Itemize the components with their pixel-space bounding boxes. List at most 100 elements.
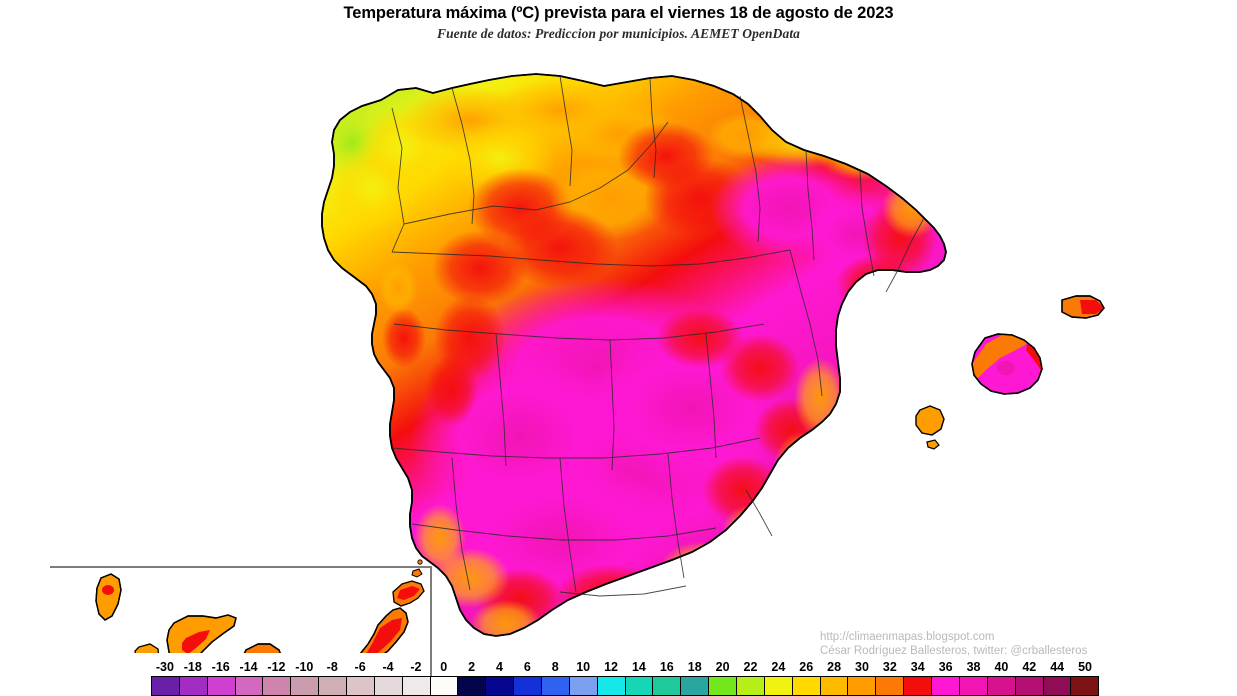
color-scale-tick-label: -12 xyxy=(267,660,286,674)
color-scale-swatch xyxy=(959,677,988,695)
balearic-islands-group xyxy=(915,295,1105,450)
credits-author: César Rodríguez Ballesteros, twitter: @c… xyxy=(820,645,1088,657)
island-la-palma-outline xyxy=(95,573,122,621)
canary-inset-frame-vertical xyxy=(430,566,432,688)
map-svg xyxy=(95,73,1105,653)
color-scale-tick-label: 14 xyxy=(631,660,646,674)
canary-inset-frame-horizontal xyxy=(50,566,432,568)
color-scale-swatch xyxy=(681,677,710,695)
color-scale-swatch xyxy=(709,677,738,695)
island-fuerteventura-hot xyxy=(366,618,402,653)
color-scale-tick-label: -10 xyxy=(295,660,314,674)
color-scale-swatch xyxy=(542,677,570,695)
color-scale-swatch xyxy=(430,677,459,695)
page-title: Temperatura máxima (ºC) prevista para el… xyxy=(343,4,894,22)
island-fuerteventura-outline xyxy=(359,607,409,653)
color-scale-swatch xyxy=(319,677,348,695)
color-scale-tick-label: 18 xyxy=(687,660,702,674)
color-scale-tick-label: 32 xyxy=(882,660,897,674)
color-scale-swatch xyxy=(876,677,905,695)
color-scale-tick-label: 4 xyxy=(496,660,503,674)
peninsula-group xyxy=(321,73,947,637)
color-scale-tick-label: 10 xyxy=(576,660,591,674)
peninsula-outline xyxy=(321,73,947,637)
island-menorca-outline xyxy=(1061,295,1105,319)
color-scale-tick-label: 42 xyxy=(1022,660,1037,674)
color-scale-tick-label: 6 xyxy=(523,660,531,674)
color-scale-swatch xyxy=(402,677,431,695)
color-scale-tick-label: 0 xyxy=(440,660,448,674)
color-scale-tick-label: -2 xyxy=(410,660,422,674)
color-scale-swatch xyxy=(764,677,793,695)
island-la-graciosa xyxy=(411,568,423,578)
color-scale-labels: -30 -18 -16 -14 -12 -10 -8 -6 -4 -2 0 2 4 6 8 10 12 14 16 1… xyxy=(151,660,1099,676)
color-scale-swatch xyxy=(987,677,1016,695)
color-scale-swatch xyxy=(653,677,682,695)
color-scale-tick-label: 28 xyxy=(827,660,842,674)
color-scale-swatch xyxy=(569,677,598,695)
region-boundaries xyxy=(391,75,925,597)
island-la-gomera xyxy=(134,643,160,653)
color-scale-tick-label: -16 xyxy=(211,660,230,674)
island-lanzarote-hot xyxy=(397,586,420,600)
color-scale-tick-label: -4 xyxy=(382,660,394,674)
island-menorca-hot xyxy=(1080,300,1104,314)
color-scale-tick-label: 20 xyxy=(715,660,730,674)
thermal-detail-layer xyxy=(322,78,942,636)
island-la-palma-hot xyxy=(102,585,114,595)
color-scale-tick-label: -30 xyxy=(155,660,174,674)
color-scale-tick-label: 24 xyxy=(771,660,786,674)
color-scale-swatch xyxy=(820,677,849,695)
color-scale-swatch xyxy=(514,677,543,695)
color-scale-swatch xyxy=(1043,677,1072,695)
color-scale-tick-label: 22 xyxy=(743,660,758,674)
color-scale-bar xyxy=(151,676,1099,696)
color-scale-swatch xyxy=(737,677,765,695)
credits-block: http://climaenmapas.blogspot.com César R… xyxy=(820,630,1087,658)
color-scale-tick-label: 16 xyxy=(659,660,674,674)
color-scale-tick-label: 38 xyxy=(966,660,981,674)
color-scale-tick-label: 40 xyxy=(994,660,1009,674)
color-scale-swatch xyxy=(347,677,375,695)
color-scale-tick-label: 30 xyxy=(855,660,869,674)
island-gran-canaria-outline xyxy=(243,643,281,653)
color-scale-tick-label: -8 xyxy=(326,660,338,674)
color-scale-tick-label: 34 xyxy=(910,660,925,674)
color-scale-swatch xyxy=(848,677,877,695)
color-scale-tick-label: -18 xyxy=(183,660,202,674)
color-scale-tick-label: 50 xyxy=(1078,660,1092,674)
color-scale-swatch xyxy=(374,677,403,695)
color-scale-swatch xyxy=(235,677,264,695)
color-scale-tick-label: 36 xyxy=(938,660,953,674)
color-scale-tick-label: 2 xyxy=(468,660,476,674)
color-scale-swatch xyxy=(152,677,180,695)
color-scale-swatch xyxy=(179,677,208,695)
color-scale-swatch xyxy=(1071,677,1099,695)
color-scale-swatch xyxy=(904,677,933,695)
color-scale-tick-label: 26 xyxy=(799,660,814,674)
color-scale-swatch xyxy=(932,677,960,695)
island-tenerife-hot xyxy=(182,630,210,653)
color-scale-swatch xyxy=(291,677,320,695)
color-scale-tick-label: 44 xyxy=(1050,660,1065,674)
island-formentera xyxy=(926,439,940,450)
color-scale-swatch xyxy=(625,677,654,695)
color-scale-tick-label: 8 xyxy=(551,660,559,674)
color-scale-tick-label: -14 xyxy=(239,660,258,674)
island-tenerife-outline xyxy=(166,614,237,653)
color-scale: -30 -18 -16 -14 -12 -10 -8 -6 -4 -2 0 2 4 6 8 10 12 14 16 1… xyxy=(151,660,1099,696)
temperature-map xyxy=(0,38,1237,688)
islet-alegranza xyxy=(417,559,423,565)
color-scale-swatch xyxy=(597,677,626,695)
color-scale-tick-label: -6 xyxy=(354,660,366,674)
color-scale-swatch xyxy=(792,677,821,695)
credits-url[interactable]: http://climaenmapas.blogspot.com xyxy=(820,631,995,643)
color-scale-swatch xyxy=(486,677,515,695)
color-scale-swatch xyxy=(1015,677,1044,695)
island-ibiza xyxy=(915,405,945,436)
color-scale-swatch xyxy=(458,677,487,695)
color-scale-swatch xyxy=(207,677,236,695)
canary-islands-group xyxy=(95,559,425,653)
island-mallorca-outline xyxy=(971,333,1043,395)
title-block: Temperatura máxima (ºC) prevista para el… xyxy=(0,0,1237,42)
